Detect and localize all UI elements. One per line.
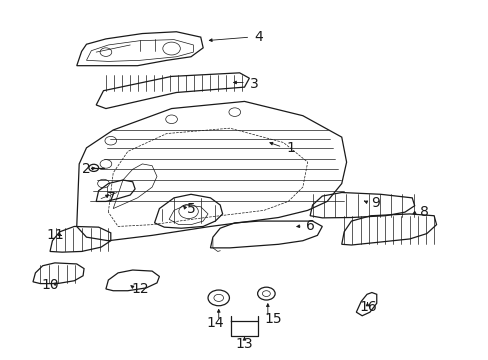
Text: 16: 16 (359, 300, 377, 314)
Text: 13: 13 (235, 337, 253, 351)
Text: 6: 6 (305, 220, 314, 233)
Text: 14: 14 (206, 316, 224, 330)
Text: 15: 15 (264, 312, 282, 326)
Text: 3: 3 (249, 77, 258, 91)
Text: 2: 2 (82, 162, 91, 176)
Text: 10: 10 (41, 278, 59, 292)
Text: 9: 9 (370, 196, 380, 210)
Text: 5: 5 (186, 202, 195, 216)
Text: 4: 4 (254, 30, 263, 44)
Text: 7: 7 (106, 191, 115, 205)
Text: 1: 1 (285, 141, 295, 155)
Text: 11: 11 (46, 228, 63, 242)
Text: 8: 8 (419, 205, 428, 219)
Text: 12: 12 (131, 282, 148, 296)
